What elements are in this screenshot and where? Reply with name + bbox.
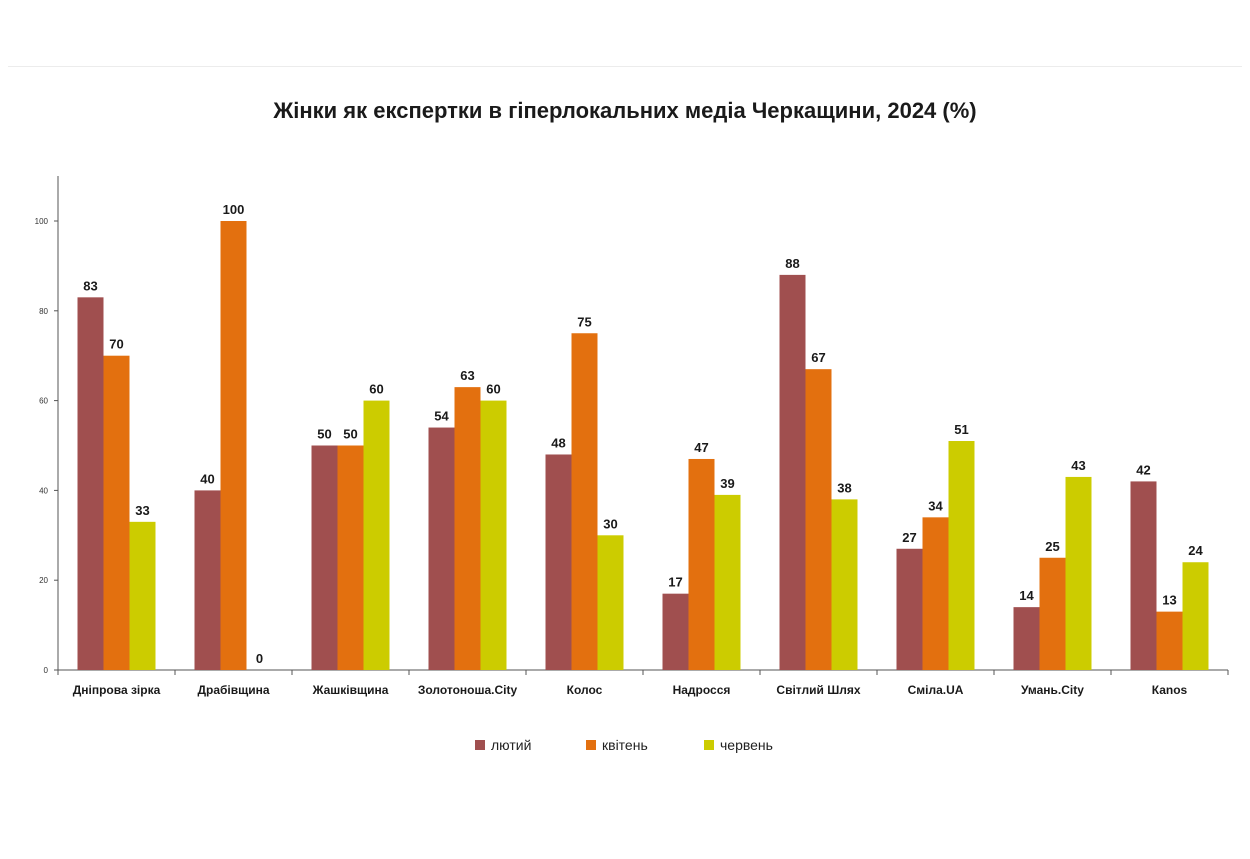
category-label: Умань.City bbox=[1021, 683, 1084, 697]
bar-1-9 bbox=[1013, 607, 1040, 670]
data-label: 88 bbox=[785, 256, 799, 271]
bar-2-9 bbox=[1039, 557, 1066, 670]
data-label: 38 bbox=[837, 480, 851, 495]
data-label: 70 bbox=[109, 337, 123, 352]
category-label: Золотоноша.City bbox=[418, 683, 518, 697]
data-label: 75 bbox=[577, 314, 591, 329]
bar-1-10 bbox=[1130, 481, 1157, 670]
data-label: 14 bbox=[1019, 588, 1034, 603]
data-label: 13 bbox=[1162, 593, 1176, 608]
data-label: 83 bbox=[83, 278, 97, 293]
legend-swatch bbox=[475, 740, 485, 750]
chart-legend: лютий квітень червень bbox=[0, 734, 1250, 758]
data-label: 100 bbox=[223, 202, 245, 217]
category-label: Драбівщина bbox=[197, 683, 269, 697]
category-label: Колос bbox=[567, 683, 603, 697]
bar-1-1 bbox=[77, 297, 104, 670]
data-label: 51 bbox=[954, 422, 968, 437]
category-label: Сміла.UA bbox=[908, 683, 964, 697]
data-label: 47 bbox=[694, 440, 708, 455]
bar-3-4 bbox=[480, 400, 507, 670]
bar-1-2 bbox=[194, 490, 221, 670]
data-label: 40 bbox=[200, 471, 214, 486]
data-label: 43 bbox=[1071, 458, 1085, 473]
bar-3-5 bbox=[597, 535, 624, 670]
bar-1-7 bbox=[779, 274, 806, 670]
data-label: 27 bbox=[902, 530, 916, 545]
bar-2-4 bbox=[454, 387, 481, 670]
data-label: 50 bbox=[343, 427, 357, 442]
data-label: 34 bbox=[928, 498, 943, 513]
bar-1-5 bbox=[545, 454, 572, 670]
legend-label: квітень bbox=[602, 737, 648, 753]
data-label: 48 bbox=[551, 435, 565, 450]
bar-2-2 bbox=[220, 221, 247, 670]
bar-2-1 bbox=[103, 355, 130, 670]
y-tick-label: 80 bbox=[39, 307, 48, 316]
bar-1-6 bbox=[662, 593, 689, 670]
category-label: Надросся bbox=[673, 683, 731, 697]
data-label: 63 bbox=[460, 368, 474, 383]
data-label: 33 bbox=[135, 503, 149, 518]
legend-swatch bbox=[704, 740, 714, 750]
legend-item-1: лютий bbox=[475, 734, 531, 756]
legend-swatch bbox=[586, 740, 596, 750]
bar-2-5 bbox=[571, 333, 598, 670]
bar-1-3 bbox=[311, 445, 338, 670]
y-tick-label: 100 bbox=[35, 217, 49, 226]
data-label: 60 bbox=[369, 382, 383, 397]
bar-3-9 bbox=[1065, 476, 1092, 670]
category-label: Каnos bbox=[1152, 683, 1188, 697]
y-tick-label: 0 bbox=[44, 666, 49, 675]
bar-2-3 bbox=[337, 445, 364, 670]
category-label: Дніпрова зірка bbox=[73, 683, 161, 697]
top-divider bbox=[8, 66, 1242, 67]
data-label: 54 bbox=[434, 409, 449, 424]
data-label: 60 bbox=[486, 382, 500, 397]
bar-3-3 bbox=[363, 400, 390, 670]
bar-3-8 bbox=[948, 441, 975, 670]
data-label: 24 bbox=[1188, 543, 1203, 558]
y-tick-label: 60 bbox=[39, 397, 48, 406]
data-label: 39 bbox=[720, 476, 734, 491]
category-label: Світлий Шлях bbox=[776, 683, 860, 697]
bar-3-10 bbox=[1182, 562, 1209, 670]
bar-3-7 bbox=[831, 499, 858, 670]
bar-3-1 bbox=[129, 521, 156, 670]
chart-title: Жінки як експертки в гіперлокальних меді… bbox=[273, 98, 977, 123]
bar-1-8 bbox=[896, 548, 923, 670]
legend-label: лютий bbox=[491, 737, 532, 753]
data-label: 67 bbox=[811, 350, 825, 365]
bar-3-6 bbox=[714, 494, 741, 670]
bar-2-6 bbox=[688, 458, 715, 670]
data-label: 42 bbox=[1136, 462, 1150, 477]
y-tick-label: 20 bbox=[39, 576, 48, 585]
legend-label: червень bbox=[720, 737, 773, 753]
bar-2-8 bbox=[922, 517, 949, 670]
data-label: 25 bbox=[1045, 539, 1059, 554]
bar-2-10 bbox=[1156, 611, 1183, 670]
bar-2-7 bbox=[805, 369, 832, 670]
bar-1-4 bbox=[428, 427, 455, 670]
data-label: 17 bbox=[668, 575, 682, 590]
legend-item-2: квітень bbox=[586, 734, 648, 756]
category-label: Жашківщина bbox=[312, 683, 389, 697]
data-label: 30 bbox=[603, 516, 617, 531]
legend-item-3: червень bbox=[704, 734, 773, 756]
data-label: 50 bbox=[317, 427, 331, 442]
data-label: 0 bbox=[256, 651, 263, 666]
y-tick-label: 40 bbox=[39, 486, 48, 495]
